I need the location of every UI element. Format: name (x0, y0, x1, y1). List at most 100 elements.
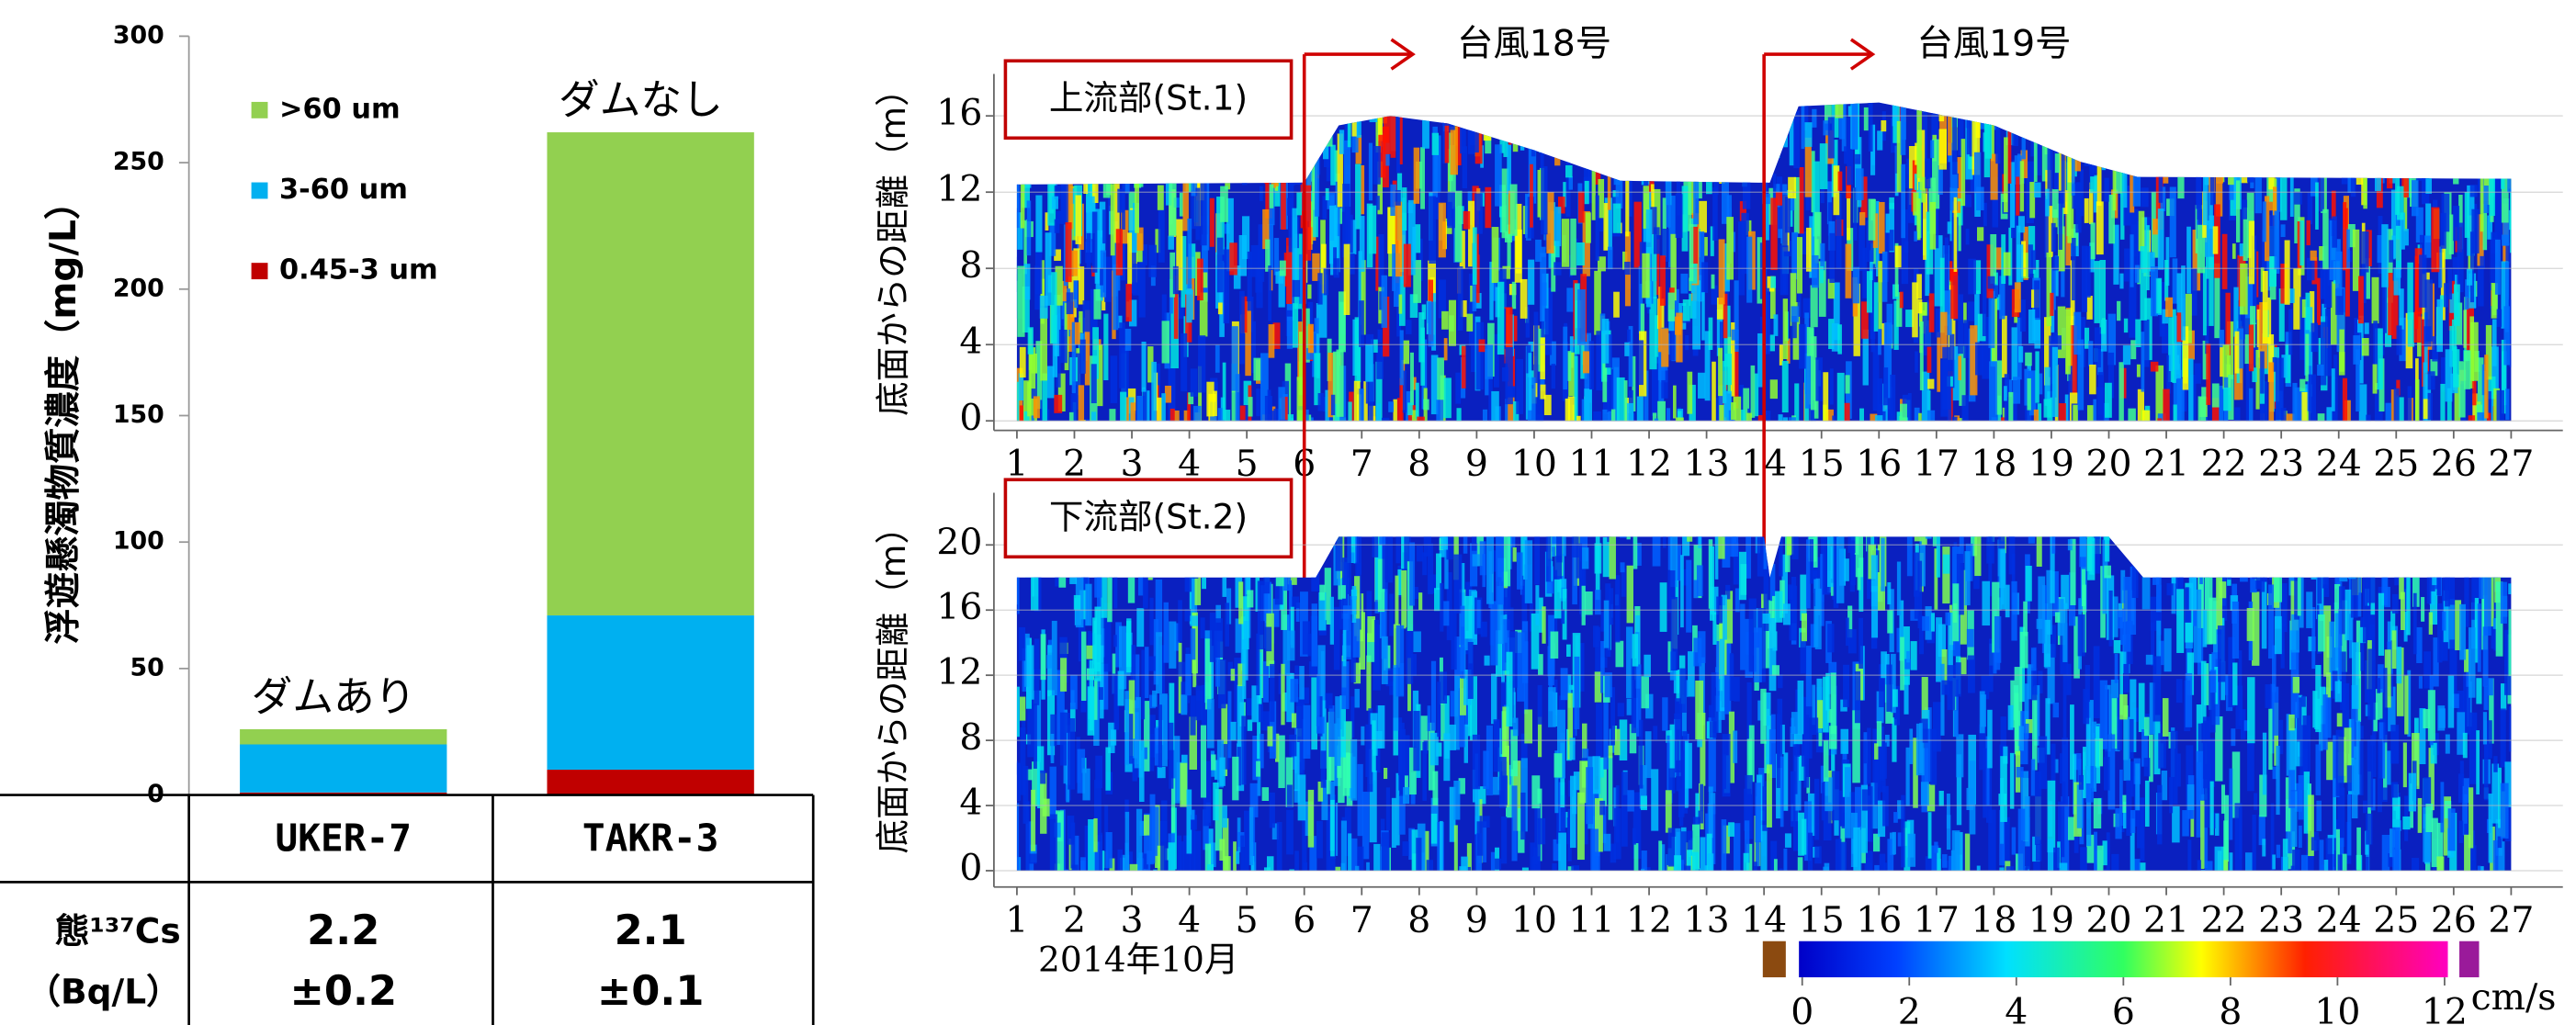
heatmap-cell (1148, 656, 1155, 670)
heatmap-cell (1614, 729, 1620, 755)
heatmap-cell (2547, 775, 2555, 829)
heatmap-cell (1290, 679, 1298, 702)
heatmap-cell (1751, 92, 1758, 149)
heatmap-cell (2087, 496, 2093, 519)
heatmap-cell (2448, 502, 2455, 570)
heatmap-cell (1164, 603, 1169, 663)
heatmap-cell (1552, 364, 1555, 389)
heatmap-cell (1302, 875, 1308, 895)
heatmap-cell (1749, 726, 1755, 783)
heatmap-cell (2291, 527, 2295, 558)
heatmap-cell (2066, 74, 2073, 118)
heatmap-cell (1386, 787, 1390, 830)
heatmap-cell (1641, 869, 1644, 887)
heatmap-cell (1790, 876, 1795, 939)
heatmap-cell (1476, 322, 1485, 390)
heatmap-cell (2118, 515, 2124, 529)
heatmap-cell (1682, 186, 1689, 251)
heatmap-cell (1373, 146, 1381, 185)
heatmap-cell (2052, 347, 2058, 417)
heatmap-cell (1557, 91, 1563, 114)
heatmap-cell (2468, 79, 2473, 108)
heatmap-cell (2528, 599, 2534, 641)
heatmap-cell (1335, 867, 1340, 886)
heatmap-cell (2540, 153, 2548, 196)
heatmap-cell (1086, 231, 1090, 268)
heatmap-cell (1099, 687, 1103, 700)
heatmap-cell (1846, 244, 1852, 298)
heatmap-cell (2201, 110, 2208, 170)
heatmap-cell (1859, 212, 1865, 225)
heatmap-cell (2253, 815, 2256, 884)
heatmap-cell (1299, 666, 1305, 700)
heatmap-cell (1644, 122, 1648, 193)
heatmap-cell (1913, 192, 1918, 215)
heatmap-cell (1178, 600, 1182, 641)
heatmap-cell (1034, 265, 1039, 310)
heatmap-cell (2403, 742, 2407, 787)
heatmap-cell (1418, 592, 1422, 610)
heatmap-cell (2549, 861, 2554, 900)
heatmap-cell (2275, 616, 2282, 654)
heatmap-cell (2533, 574, 2538, 636)
heatmap-cell (1118, 671, 1124, 706)
heatmap-cell (995, 810, 1000, 849)
heatmap-cell (1918, 299, 1923, 313)
heatmap-cell (1563, 504, 1566, 556)
heatmap-cell (1815, 357, 1823, 400)
heatmap-cell (2533, 266, 2538, 292)
heatmap-cell (1780, 506, 1784, 529)
heatmap-cell (2407, 119, 2411, 132)
heatmap-cell (2544, 286, 2548, 361)
heatmap-cell (2249, 220, 2254, 284)
heatmap-cell (1611, 410, 1616, 422)
heatmap-cell (1820, 243, 1825, 270)
heatmap-cell (2157, 785, 2162, 845)
heatmap-cell (2241, 505, 2247, 531)
heatmap-cell (2202, 118, 2207, 159)
heatmap-cell (1190, 695, 1195, 735)
heatmap-cell (2031, 250, 2036, 269)
heatmap-cell (1305, 186, 1311, 261)
heatmap-cell (2431, 743, 2437, 764)
heatmap-cell (2409, 111, 2415, 175)
heatmap-cell (2115, 808, 2121, 839)
heatmap-cell (1643, 107, 1646, 117)
heatmap-cell (1777, 714, 1780, 788)
heatmap-cell (2382, 787, 2388, 802)
heatmap-cell (1925, 81, 1931, 109)
heatmap-cell (1604, 601, 1610, 648)
heatmap-cell (2501, 143, 2508, 176)
heatmap-cell (2112, 96, 2118, 152)
heatmap-cell (1113, 635, 1117, 647)
heatmap-cell (2061, 76, 2064, 113)
heatmap-cell (1463, 211, 1470, 230)
heatmap-cell (1073, 145, 1077, 182)
heatmap-cell (1431, 661, 1436, 731)
heatmap-cell (2499, 556, 2507, 569)
heatmap-cell (1765, 105, 1769, 119)
heatmap-cell (1481, 622, 1487, 637)
heatmap-cell (1521, 95, 1527, 112)
heatmap-cell (1348, 99, 1351, 147)
heatmap-cell (1034, 561, 1043, 574)
heatmap-cell (1606, 154, 1610, 167)
heatmap-cell (1279, 271, 1285, 308)
heatmap-cell (1307, 285, 1311, 299)
heatmap-cell (2009, 511, 2016, 574)
heatmap-cell (2234, 332, 2239, 374)
heatmap-cell (1770, 379, 1778, 399)
heatmap-cell (1308, 790, 1314, 848)
heatmap-cell (1222, 558, 1226, 596)
table-cell: 2.2 (307, 907, 379, 954)
heatmap-cell (1757, 537, 1764, 577)
heatmap-cell (2156, 109, 2164, 165)
heatmap-cell (2544, 106, 2549, 134)
heatmap-cell (1339, 600, 1344, 630)
heatmap-cell (1677, 886, 1680, 938)
heatmap-cell (1425, 77, 1430, 108)
heatmap-cell (2263, 733, 2266, 795)
heatmap-cell (2289, 288, 2295, 303)
heatmap-cell (2509, 210, 2514, 230)
heatmap-cell (1141, 650, 1145, 720)
